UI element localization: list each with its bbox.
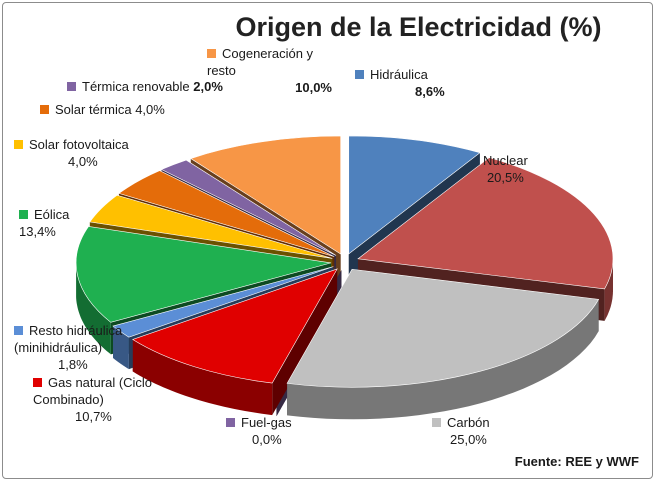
label-nuclear: Nuclear 20,5% [483,152,528,186]
slice-value: 8,6% [415,84,445,99]
label-carbon: Carbón 25,0% [432,414,490,448]
slice-name: Solar térmica [55,102,132,117]
slice-value: 4,0% [68,154,98,169]
slice-name: Gas natural (Ciclo Combinado) [33,375,153,407]
pie-slice-side [272,268,338,416]
legend-swatch [33,378,42,387]
label-fuel-gas: Fuel-gas 0,0% [226,414,292,448]
slice-value: 0,0% [252,432,282,447]
pie-slice [286,268,600,388]
slice-value: 2,0% [193,79,223,94]
slice-name: Carbón [447,415,490,430]
chart-title: Origen de la Electricidad (%) [235,12,602,42]
slice-name: Eólica [34,207,70,222]
label-hidraulica: Hidráulica 8,6% [355,66,445,100]
label-termica-renovable: Térmica renovable 2,0% [67,78,223,95]
label-cogeneracion: Cogeneración y resto 10,0% [207,45,332,96]
slice-value: 13,4% [19,224,56,239]
pie-slice [132,268,338,384]
legend-swatch [355,70,364,79]
pie-slice [118,170,335,257]
pie-slice [357,157,614,290]
legend-swatch [432,418,441,427]
pie-slice-side [132,339,273,416]
legend-swatch [207,49,216,58]
slice-value: 4,0% [135,102,165,117]
slice-name: Fuel-gas [241,415,292,430]
label-solar-termica: Solar térmica 4,0% [40,101,165,118]
slice-value: 10,0% [295,80,332,95]
pie-slice [190,135,341,255]
legend-swatch [226,418,235,427]
pie-slice [89,194,333,259]
label-gas-natural: Gas natural (Ciclo Combinado) 10,7% [33,374,203,425]
pie-slice [112,266,334,338]
label-solar-fotovoltaica: Solar fotovoltaica 4,0% [14,136,129,170]
label-eolica: Eólica 13,4% [19,206,69,240]
pie-slice [160,159,337,256]
slice-name: Nuclear [483,153,528,168]
slice-name: Hidráulica [370,67,428,82]
legend-swatch [40,105,49,114]
label-resto-hidraulica: Resto hidráulica (minihidráulica) 1,8% [14,322,142,373]
pie-slice [348,135,481,255]
pie-slice [75,226,332,323]
slice-name: Térmica renovable [82,79,190,94]
legend-swatch [19,210,28,219]
legend-swatch [14,140,23,149]
slice-value: 10,7% [75,409,112,424]
pie-slice-side [287,299,599,420]
slice-value: 1,8% [58,357,88,372]
legend-swatch [67,82,76,91]
slice-value: 25,0% [450,432,487,447]
slice-name: Solar fotovoltaica [29,137,129,152]
slice-value: 20,5% [486,170,524,185]
slice-name: Resto hidráulica (minihidráulica) [14,323,123,355]
legend-swatch [14,326,23,335]
pie-slice-side [113,326,129,370]
source-note: Fuente: REE y WWF [514,454,639,469]
slice-name: Cogeneración y resto [207,46,314,78]
pie-slice-side [76,262,111,355]
